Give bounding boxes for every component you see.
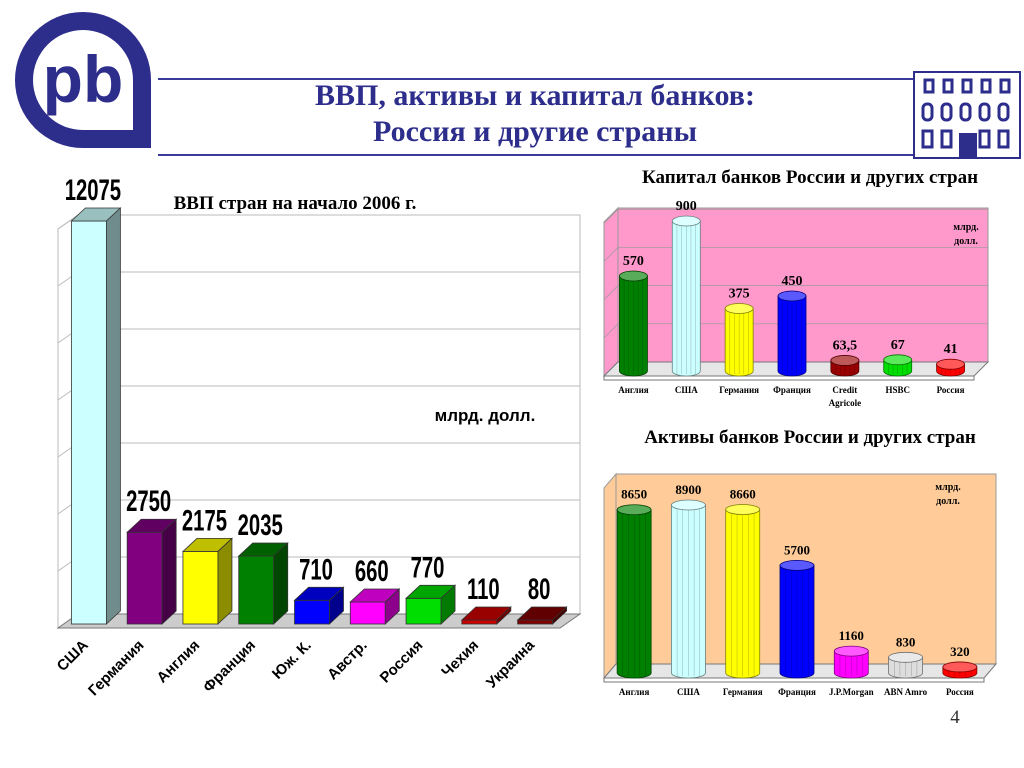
bank-capital-chart: 570 Англия 900 США 375 Германия 450 Франция 63,5…	[602, 199, 990, 408]
header-divider-top	[158, 78, 914, 80]
assets-bar	[888, 651, 923, 679]
assets-category-label: США	[677, 687, 700, 697]
capital-value-label: 41	[944, 342, 958, 357]
gdp-category-label: Украина	[483, 636, 538, 691]
capital-category-label: Agricole	[829, 398, 861, 408]
assets-category-label: Германия	[723, 687, 763, 697]
assets-bar	[671, 499, 706, 679]
capital-gridline	[603, 209, 619, 224]
capital-category-label: Англия	[618, 385, 649, 395]
assets-category-label: ABN Amro	[884, 687, 928, 697]
capital-chart-title: Капитал банков России и других стран	[641, 167, 979, 188]
capital-category-label: Россия	[937, 385, 965, 395]
capital-bar	[777, 290, 807, 377]
pb-logo-icon: pb	[15, 12, 151, 148]
gdp-category-label: Юж. К.	[269, 637, 315, 683]
assets-bar	[942, 661, 978, 679]
capital-value-label: 570	[623, 254, 644, 269]
gdp-value-label: 710	[299, 554, 333, 587]
gdp-gridline	[57, 214, 79, 230]
capital-value-label: 900	[676, 199, 697, 214]
capital-side-wall	[603, 206, 619, 378]
capital-gridline	[603, 285, 619, 300]
assets-chart-title: Активы банков России и других стран	[644, 427, 976, 448]
gdp-bar	[293, 586, 345, 625]
gdp-category-label: Чехия	[438, 637, 482, 681]
gdp-bar	[405, 584, 457, 625]
capital-axis-base	[603, 375, 975, 381]
gdp-category-label: Германия	[85, 637, 147, 699]
capital-gridline	[603, 247, 619, 262]
assets-bar	[833, 645, 869, 679]
capital-bar	[936, 358, 965, 377]
page-title-line2: Россия и другие страны	[372, 115, 697, 148]
capital-bar	[619, 270, 648, 377]
assets-unit-label: долл.	[936, 496, 960, 507]
capital-unit-label: долл.	[954, 236, 978, 247]
capital-unit-label: млрд.	[953, 222, 979, 233]
gdp-bar	[349, 588, 401, 625]
capital-bar	[671, 215, 701, 377]
bank-building-icon	[913, 71, 1021, 159]
header-divider-bottom	[158, 154, 914, 156]
gdp-value-label: 770	[411, 552, 445, 585]
assets-category-label: J.P.Morgan	[829, 687, 874, 697]
assets-value-label: 320	[950, 644, 970, 659]
assets-category-label: Россия	[946, 687, 974, 697]
gdp-category-label: США	[54, 637, 92, 675]
capital-gridline	[603, 323, 619, 339]
gdp-value-label: 2175	[182, 505, 227, 538]
assets-side-wall	[603, 472, 617, 680]
gdp-category-label: Англия	[154, 637, 204, 687]
gdp-value-label: 660	[355, 555, 389, 588]
page-title-line1: ВВП, активы и капитал банков:	[315, 79, 755, 112]
assets-unit-label: млрд.	[935, 482, 961, 493]
gdp-unit-label: млрд. долл.	[435, 406, 536, 425]
capital-bar	[724, 303, 754, 377]
assets-value-label: 8650	[621, 487, 647, 502]
capital-category-label: Германия	[719, 385, 759, 395]
capital-category-label: США	[675, 385, 698, 395]
assets-bar	[616, 504, 652, 679]
assets-category-label: Франция	[778, 687, 816, 697]
gdp-category-label: Франция	[200, 637, 259, 696]
capital-value-label: 375	[729, 287, 750, 302]
gdp-chart-title: ВВП стран на начало 2006 г.	[173, 193, 417, 214]
assets-value-label: 5700	[784, 542, 810, 557]
assets-value-label: 8660	[730, 487, 756, 502]
gdp-chart: 12075 США 2750 Германия 2175 Англия 2035 Франци…	[54, 174, 582, 699]
capital-bar	[883, 354, 913, 377]
gdp-bar	[516, 606, 568, 625]
gdp-bar	[126, 518, 178, 625]
capital-bar	[830, 355, 860, 377]
capital-category-label: Credit	[832, 385, 857, 395]
gdp-value-label: 110	[467, 573, 500, 606]
assets-value-label: 1160	[839, 628, 864, 643]
gdp-value-label: 80	[528, 573, 551, 606]
assets-category-label: Англия	[619, 687, 650, 697]
gdp-bar	[460, 606, 512, 625]
capital-category-label: HSBC	[885, 385, 910, 395]
gdp-category-label: Россия	[377, 637, 427, 687]
gdp-bar	[181, 537, 233, 625]
logo-text: pb	[43, 42, 124, 116]
capital-category-label: Франция	[773, 385, 811, 395]
capital-value-label: 67	[891, 338, 905, 353]
capital-value-label: 450	[782, 274, 803, 289]
gdp-category-label: Австр.	[324, 637, 370, 683]
gdp-bar	[70, 207, 122, 625]
assets-value-label: 8900	[675, 482, 701, 497]
gdp-value-label: 2750	[126, 485, 171, 518]
assets-bar	[725, 504, 761, 679]
assets-value-label: 830	[896, 634, 916, 649]
bank-assets-chart: 8650 Англия 8900 США 8660 Германия 5700 Франция…	[602, 472, 998, 697]
gdp-value-label: 2035	[238, 509, 283, 542]
assets-bar	[779, 560, 815, 679]
capital-value-label: 63,5	[833, 338, 858, 353]
page-number: 4	[950, 707, 960, 728]
gdp-bar	[237, 542, 289, 625]
assets-axis-base	[603, 677, 985, 683]
gdp-value-label: 12075	[65, 174, 121, 207]
